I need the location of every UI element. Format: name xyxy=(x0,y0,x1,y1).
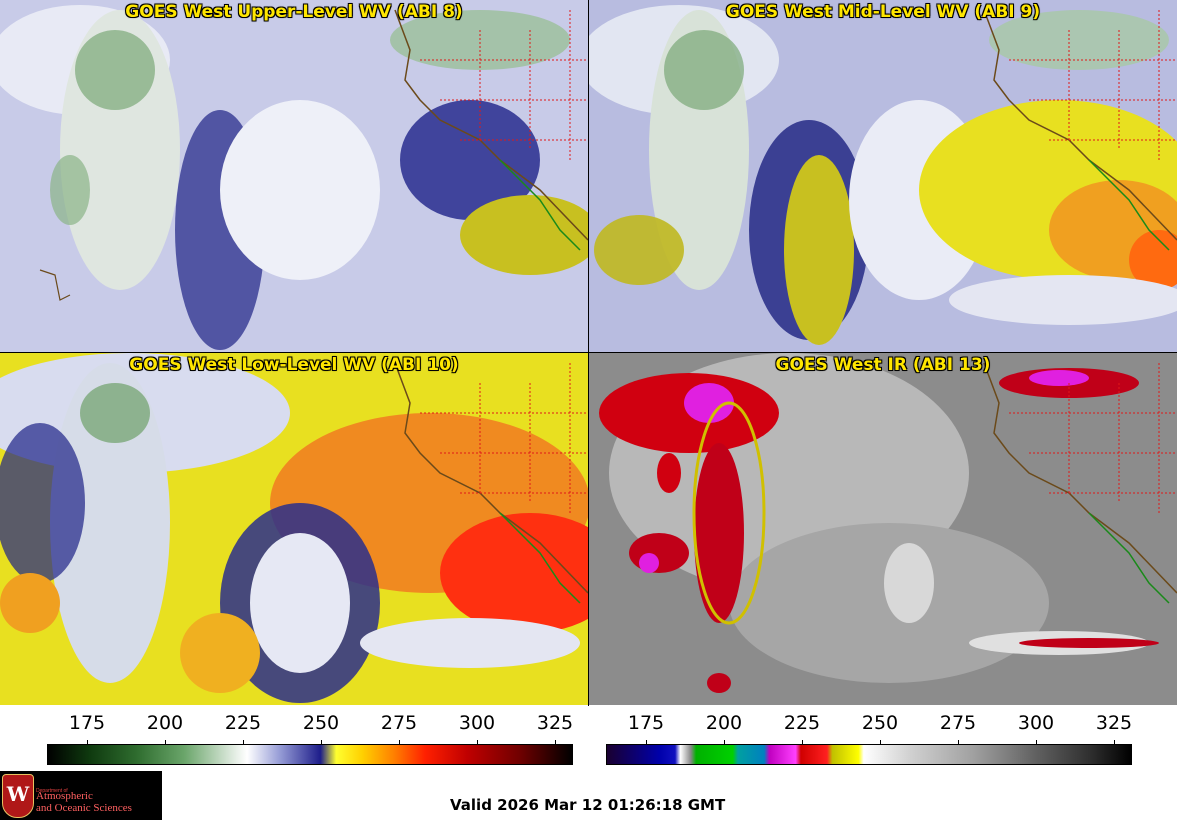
wv-tick-mark xyxy=(399,740,400,745)
ir-tick-label: 250 xyxy=(861,712,899,734)
panel-title: GOES West Low-Level WV (ABI 10) xyxy=(129,355,459,375)
wv-tick-label: 225 xyxy=(224,712,262,734)
low-level-wv-panel: GOES West Low-Level WV (ABI 10) xyxy=(0,353,588,705)
ir-image xyxy=(589,353,1177,705)
wv-tick-mark xyxy=(87,740,88,745)
ir-colorbar xyxy=(606,744,1132,765)
aos-logo: W Department of Atmospheric and Oceanic … xyxy=(0,771,162,820)
mid-level-wv-image xyxy=(589,0,1177,352)
wv-tick-mark xyxy=(477,740,478,745)
ir-tick-mark xyxy=(958,740,959,745)
ir-tick-mark xyxy=(724,740,725,745)
wv-tick-mark xyxy=(555,740,556,745)
panel-divider-vertical xyxy=(588,0,589,706)
ir-tick-mark xyxy=(1114,740,1115,745)
ir-tick-label: 225 xyxy=(783,712,821,734)
wv-tick-mark xyxy=(165,740,166,745)
low-level-wv-image xyxy=(0,353,588,705)
logo-dept-text: Department of xyxy=(36,788,68,794)
ir-panel: GOES West IR (ABI 13) xyxy=(589,353,1177,705)
valid-time: Valid 2026 Mar 12 01:26:18 GMT xyxy=(450,796,726,814)
logo-name: Atmospheric and Oceanic Sciences xyxy=(36,790,132,814)
panel-title: GOES West Upper-Level WV (ABI 8) xyxy=(125,2,463,22)
wv-tick-label: 250 xyxy=(302,712,340,734)
ir-tick-mark xyxy=(802,740,803,745)
crest-icon: W xyxy=(2,774,34,818)
wv-tick-label: 200 xyxy=(146,712,184,734)
wv-tick-mark xyxy=(243,740,244,745)
wv-tick-label: 325 xyxy=(536,712,574,734)
panel-title: GOES West Mid-Level WV (ABI 9) xyxy=(725,2,1041,22)
ir-tick-label: 325 xyxy=(1095,712,1133,734)
panel-title: GOES West IR (ABI 13) xyxy=(775,355,991,375)
upper-level-wv-image xyxy=(0,0,588,352)
mid-level-wv-panel: GOES West Mid-Level WV (ABI 9) xyxy=(589,0,1177,352)
ir-tick-mark xyxy=(646,740,647,745)
wv-tick-mark xyxy=(321,740,322,745)
ir-tick-label: 200 xyxy=(705,712,743,734)
logo-line-2: and Oceanic Sciences xyxy=(36,802,132,814)
wv-colorbar xyxy=(47,744,573,765)
wv-tick-label: 275 xyxy=(380,712,418,734)
logo-line-1: Atmospheric xyxy=(36,790,93,802)
wv-tick-label: 300 xyxy=(458,712,496,734)
ir-tick-mark xyxy=(1036,740,1037,745)
ir-tick-label: 275 xyxy=(939,712,977,734)
ir-tick-label: 175 xyxy=(627,712,665,734)
ir-tick-mark xyxy=(880,740,881,745)
upper-level-wv-panel: GOES West Upper-Level WV (ABI 8) xyxy=(0,0,588,352)
wv-tick-label: 175 xyxy=(68,712,106,734)
ir-tick-label: 300 xyxy=(1017,712,1055,734)
